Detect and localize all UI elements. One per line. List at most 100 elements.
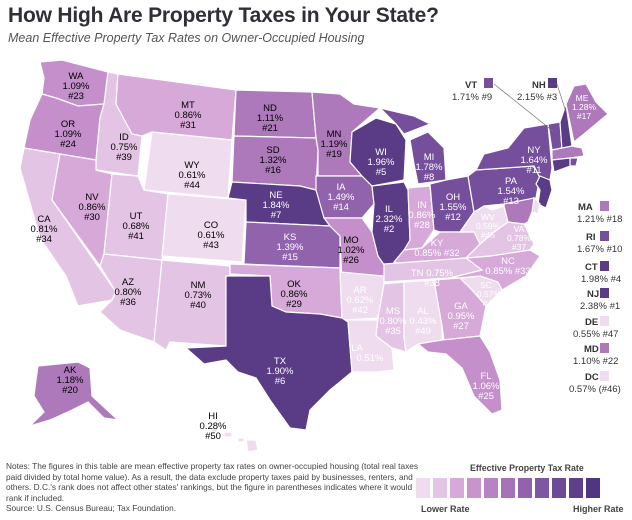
state-label-in: IN 0.86% #28 — [409, 200, 436, 231]
state-label-ks: KS 1.39% #15 — [277, 232, 304, 263]
state-labels: WA 1.09% #23 OR 1.09% #24 CA 0.81% #34 ID 0.75%… — [31, 71, 597, 442]
state-ri — [569, 157, 579, 167]
state-label-mn: MN 1.19% #19 — [321, 129, 348, 160]
legend-swatch-11 — [586, 478, 600, 498]
callout-ma-value: 1.21% #18 — [577, 214, 622, 225]
state-label-ar: AR 0.62% #42 — [347, 285, 374, 316]
callout-ct-value: 1.98% #4 — [581, 274, 621, 285]
callout-ct-abbr: CT — [585, 262, 598, 273]
state-label-wa: WA 1.09% #23 — [63, 71, 90, 102]
state-ks — [243, 221, 341, 269]
legend-swatch-7 — [518, 478, 532, 498]
state-label-ut: UT 0.68% #41 — [123, 211, 150, 242]
state-label-az: AZ 0.80% #36 — [115, 277, 142, 308]
callout-nh-leader — [556, 83, 567, 113]
state-label-ne: NE 1.84% #7 — [263, 190, 290, 221]
state-label-va: VA 0.78% #37 — [507, 224, 532, 252]
callout-nh-value: 2.15% #3 — [517, 92, 557, 103]
state-label-ga: GA 0.95% #27 — [448, 301, 475, 332]
callout-vt-swatch — [484, 78, 493, 88]
legend-low-label: Lower Rate — [421, 504, 470, 514]
callout-md-value: 1.10% #22 — [573, 356, 618, 367]
state-hi — [211, 427, 259, 453]
callout-nj-value: 2.38% #1 — [580, 301, 620, 312]
state-label-nc: NC 0.85% #33 — [485, 256, 530, 277]
legend-swatch-8 — [535, 478, 549, 498]
callout-ma-abbr: MA — [578, 202, 593, 213]
callout-vt-leader — [493, 83, 555, 133]
state-label-sd: SD 1.32% #16 — [260, 145, 287, 176]
state-label-ca: CA 0.81% #34 — [31, 214, 58, 245]
legend-swatch-1 — [416, 478, 430, 498]
state-label-sc: SC 0.57% #46 — [477, 280, 502, 308]
callout-de-value: 0.55% #47 — [573, 329, 618, 340]
state-label-ok: OK 0.86% #29 — [281, 279, 308, 310]
state-label-wy: WY 0.61% #44 — [179, 160, 206, 191]
callout-md-abbr: MD — [584, 344, 599, 355]
state-label-mi: MI 1.78% #8 — [416, 152, 443, 183]
state-label-ia: IA 1.49% #14 — [328, 182, 355, 213]
state-md — [503, 197, 535, 225]
callout-vt-value: 1.71% #9 — [452, 92, 492, 103]
state-label-hi: HI 0.28% #50 — [200, 411, 227, 442]
state-label-oh: OH 1.55% #12 — [440, 192, 467, 223]
state-label-tn: TN 0.75% #38 — [411, 268, 454, 289]
callout-ri-abbr: RI — [586, 232, 596, 243]
state-label-pa: PA 1.54% #13 — [498, 176, 525, 207]
state-ny — [474, 123, 553, 181]
legend-swatch-9 — [552, 478, 566, 498]
legend-swatch-2 — [433, 478, 447, 498]
state-label-mo: MO 1.02% #26 — [338, 235, 365, 266]
state-label-al: AL 0.43% #49 — [410, 306, 437, 337]
notes-text: Notes: The figures in this table are mea… — [6, 461, 418, 503]
state-tx — [184, 275, 353, 431]
state-label-ny: NY 1.64% #11 — [521, 145, 548, 176]
state-label-or: OR 1.09% #24 — [55, 119, 82, 150]
state-label-ky: KY 0.85% #32 — [414, 238, 459, 259]
state-label-fl: FL 1.06% #25 — [473, 371, 500, 402]
state-me — [565, 83, 609, 144]
state-wi — [349, 117, 407, 187]
legend-high-label: Higher Rate — [573, 504, 624, 514]
state-label-nm: NM 0.73% #40 — [185, 280, 212, 311]
callout-dc-swatch — [600, 371, 609, 381]
state-label-wv: WV 0.59% #45 — [476, 212, 501, 240]
callout-ri-value: 1.67% #10 — [577, 244, 622, 255]
state-label-id: ID 0.75% #39 — [111, 132, 138, 163]
callout-nh-swatch — [548, 78, 557, 88]
state-label-ms: MS 0.80% #35 — [380, 306, 407, 337]
state-label-wi: WI 1.96% #5 — [368, 147, 395, 178]
state-label-me: ME 1.28% #17 — [572, 93, 597, 121]
northeast-callouts-top: VT 1.71% #9 NH 2.15% #3 — [452, 78, 567, 133]
callout-nj-abbr: NJ — [587, 289, 599, 300]
state-ak — [29, 361, 120, 427]
map-title: How High Are Property Taxes in Your Stat… — [8, 4, 439, 27]
state-wv — [458, 205, 509, 245]
state-fl — [416, 335, 503, 415]
map-subtitle: Mean Effective Property Tax Rates on Own… — [8, 31, 365, 45]
state-label-il: IL 2.32% #2 — [376, 204, 403, 235]
callout-ma-swatch — [600, 201, 609, 211]
state-mt — [115, 73, 237, 141]
state-ct — [551, 157, 571, 173]
callout-de-abbr: DE — [585, 317, 598, 328]
callout-dc-value: 0.57% (#46) — [569, 384, 621, 395]
legend-swatch-6 — [501, 478, 515, 498]
state-label-tx: TX 1.90% #6 — [267, 356, 294, 387]
notes-block: Notes: The figures in this table are mea… — [6, 461, 430, 514]
state-label-la: LA 0.51% — [351, 343, 384, 364]
state-label-mt: MT 0.86% #31 — [175, 100, 202, 131]
legend-swatch-10 — [569, 478, 583, 498]
legend-swatch-5 — [484, 478, 498, 498]
callout-vt-abbr: VT — [465, 80, 477, 91]
callout-ri-swatch — [600, 231, 609, 241]
northeast-callouts-right: MA 1.21% #18 RI 1.67% #10 CT 1.98% #4 NJ… — [569, 201, 622, 395]
source-text: Source: U.S. Census Bureau; Tax Foundati… — [6, 503, 177, 514]
legend-scale — [416, 478, 600, 498]
callout-dc-abbr: DC — [585, 372, 599, 383]
state-co — [161, 193, 247, 263]
callout-nj-swatch — [600, 288, 609, 298]
callout-nh-abbr: NH — [532, 80, 546, 91]
state-label-nd: ND 1.11% #21 — [257, 103, 284, 134]
callout-ct-swatch — [600, 261, 609, 271]
